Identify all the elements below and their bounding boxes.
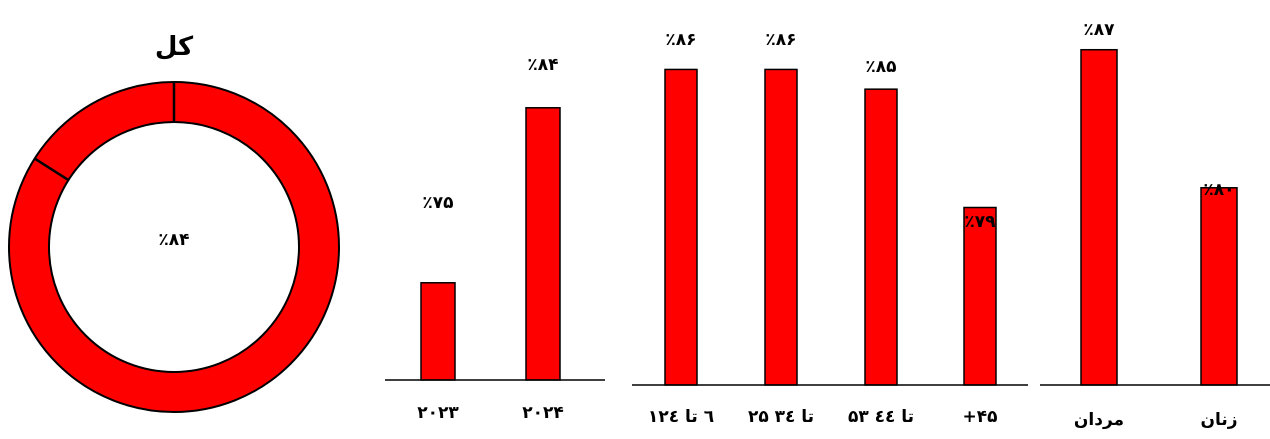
year-bar-1 bbox=[525, 107, 561, 381]
gender-data-label-women: ٪۸۰ bbox=[1203, 180, 1234, 200]
age-category-label-35-44: ۵۳ تا ٤٤ bbox=[848, 407, 914, 427]
year-category-label-2024: ۲۰۲۴ bbox=[522, 403, 564, 423]
age-data-label-25-34: ٪۸۶ bbox=[765, 30, 796, 50]
age-bar-3 bbox=[963, 206, 997, 386]
year-data-label-2024: ٪۸۴ bbox=[527, 55, 558, 75]
gender-bar-1 bbox=[1200, 187, 1238, 386]
donut-center-label: ٪۸۴ bbox=[158, 230, 189, 250]
year-data-label-2023: ٪۷۵ bbox=[422, 193, 453, 213]
donut-slice-0 bbox=[9, 82, 339, 412]
year-bar-0 bbox=[420, 282, 456, 381]
age-bar-chart: ۱٦ تا ۲٤ ۲۵ تا ۳٤ ۵۳ تا ٤٤ +۴۵ ٪۸۶ ٪۸۶ ٪… bbox=[632, 30, 1028, 427]
gender-bar-0 bbox=[1080, 48, 1118, 386]
donut-slice-separator-1 bbox=[34, 157, 70, 182]
age-data-label-16-24: ٪۸۶ bbox=[665, 30, 696, 50]
age-category-label-25-34: ۲۵ تا ۳٤ bbox=[748, 407, 814, 427]
gender-category-label-women: زنان bbox=[1200, 410, 1237, 430]
donut-title: کل bbox=[155, 32, 194, 62]
age-bar-0 bbox=[664, 68, 698, 386]
gender-category-label-men: مردان bbox=[1074, 410, 1124, 430]
age-category-label-16-24: ۱٦ تا ۲٤ bbox=[648, 407, 714, 427]
age-data-label-35-44: ٪۸۵ bbox=[865, 57, 896, 77]
age-category-label-45plus: +۴۵ bbox=[963, 407, 998, 427]
age-data-label-45plus: ٪۷۹ bbox=[964, 212, 996, 232]
gender-bar-chart: مردان زنان ٪۸۷ ٪۸۰ bbox=[1040, 20, 1270, 430]
age-bar-2 bbox=[864, 88, 898, 386]
donut-slice-1 bbox=[34, 82, 175, 181]
age-bar-1 bbox=[764, 68, 798, 386]
gender-data-label-men: ٪۸۷ bbox=[1083, 20, 1115, 40]
year-bar-chart: ۲۰۲۳ ۲۰۲۴ ٪۷۵ ٪۸۴ bbox=[385, 55, 605, 423]
donut-chart: کل ٪۸۴ bbox=[8, 32, 340, 413]
year-category-label-2023: ۲۰۲۳ bbox=[417, 403, 459, 423]
